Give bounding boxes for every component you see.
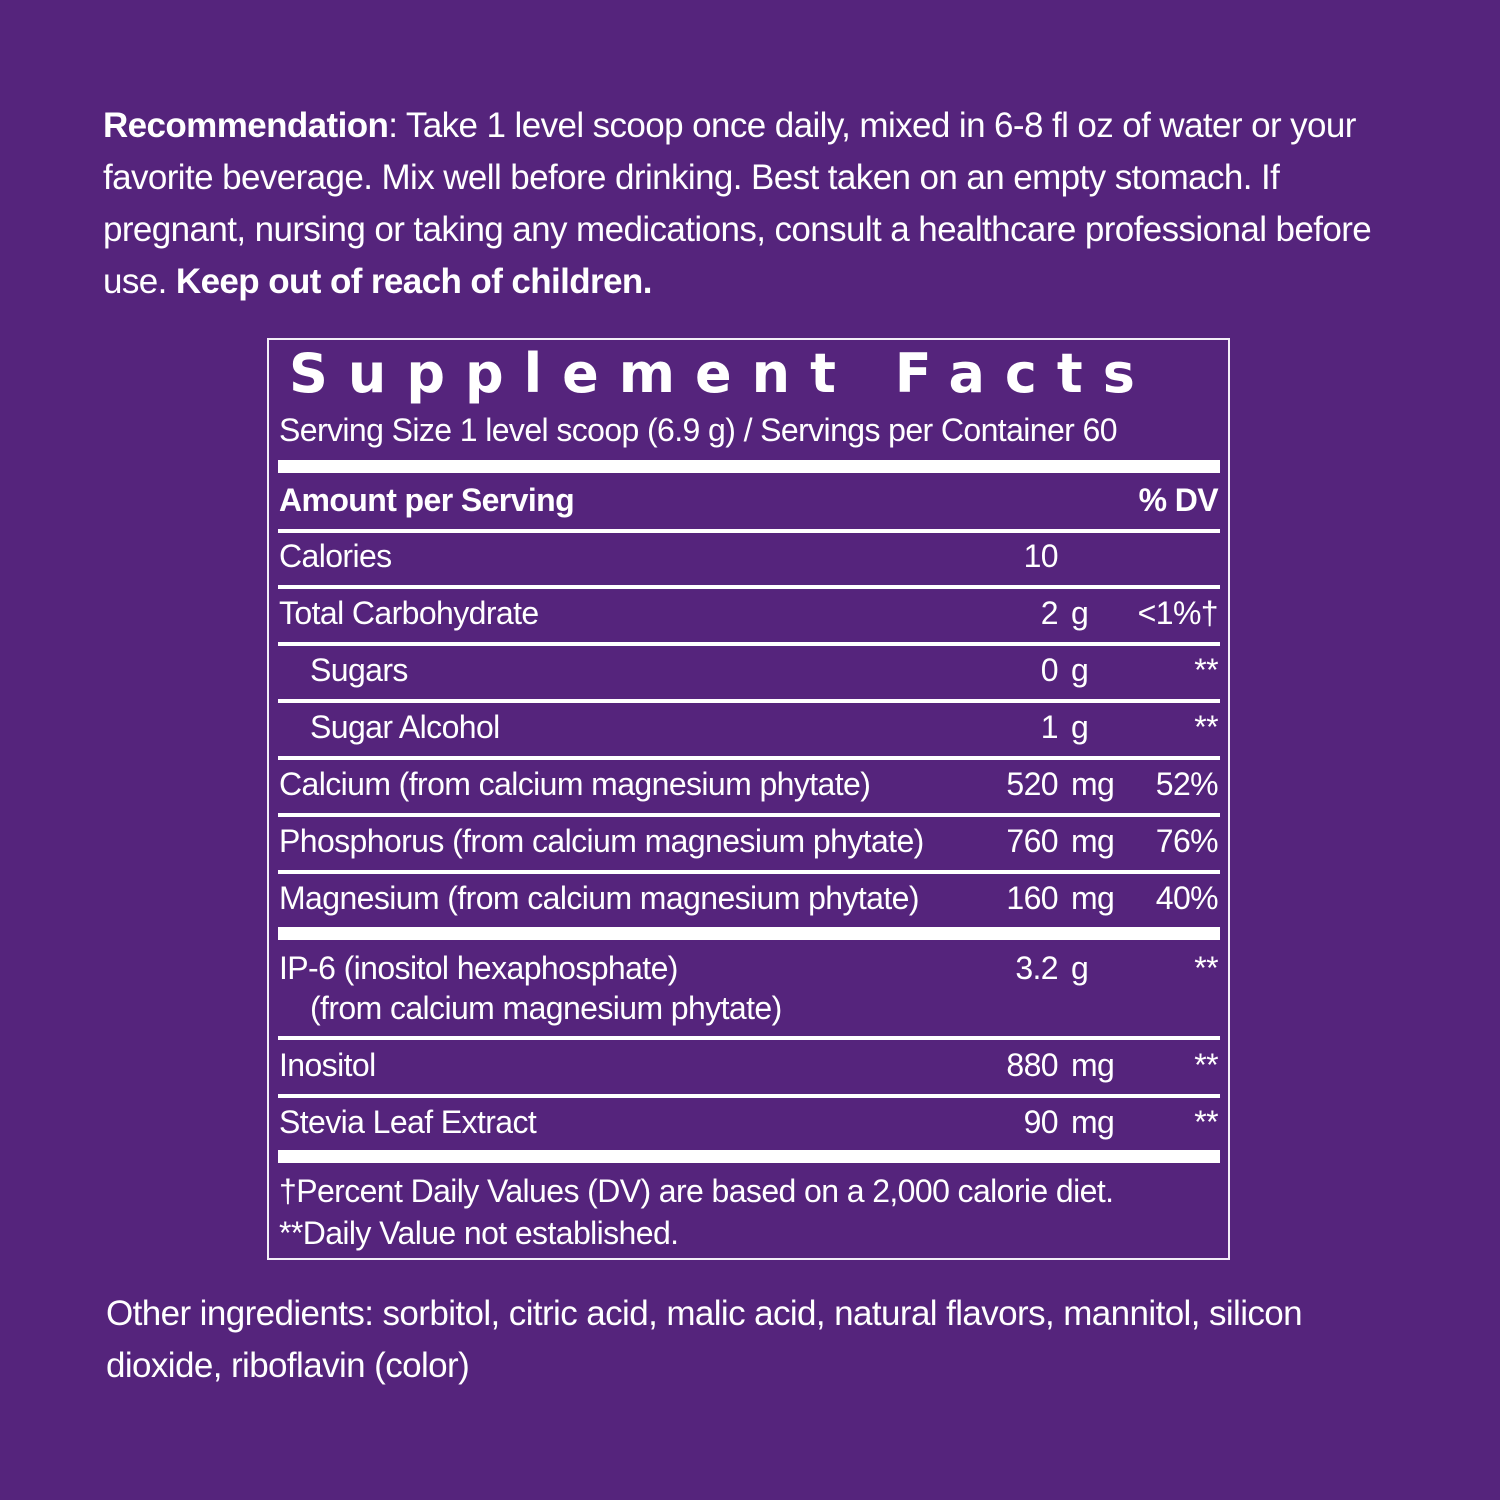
row-name: Stevia Leaf Extract [279,1104,537,1140]
panel-title: Supplement Facts [289,342,1155,405]
row-dv: 76% [1155,823,1219,859]
row-name-sub: (from calcium magnesium phytate) [310,990,782,1026]
recommendation-body: : Take 1 level scoop once daily, mixed i… [103,106,1372,301]
row-dv: <1%† [1137,595,1219,631]
row-dv: 52% [1155,766,1219,802]
header-dv: % DV [1138,482,1219,518]
row-dv: ** [1194,1047,1218,1083]
other-ingredients: Other ingredients: sorbitol, citric acid… [106,1294,1303,1385]
row-name: Calcium (from calcium magnesium phytate) [279,766,871,802]
row-name: Phosphorus (from calcium magnesium phyta… [279,823,924,859]
recommendation-text: Recommendation: Take 1 level scoop once … [103,100,1403,308]
footnote-not-established: **Daily Value not established. [279,1215,679,1251]
supplement-facts-panel: Supplement Facts Serving Size 1 level sc… [267,338,1230,1260]
row-unit: mg [1071,1104,1115,1140]
table-row: IP-6 (inositol hexaphosphate) (from calc… [279,950,1219,1040]
divider-thick [278,1150,1220,1163]
row-unit: g [1071,709,1089,745]
row-dv: ** [1194,950,1218,986]
row-amount: 760 [1006,823,1058,859]
footnote-dv: †Percent Daily Values (DV) are based on … [279,1173,1114,1209]
divider [278,585,1220,589]
row-name: Magnesium (from calcium magnesium phytat… [279,880,920,916]
serving-size: Serving Size 1 level scoop (6.9 g) / Ser… [279,412,1118,448]
row-unit: g [1071,595,1089,631]
row-unit: mg [1071,880,1115,916]
divider [278,1094,1220,1098]
row-dv: ** [1194,1104,1218,1140]
row-amount: 90 [1023,1104,1059,1140]
row-unit: g [1071,652,1089,688]
row-unit: mg [1071,1047,1115,1083]
recommendation-label: Recommendation [103,106,389,145]
header-amount: Amount per Serving [279,482,575,518]
divider [278,1036,1220,1040]
row-amount: 0 [1040,652,1059,688]
row-name: IP-6 (inositol hexaphosphate) [279,950,678,986]
row-dv: 40% [1155,880,1219,916]
row-dv: ** [1194,652,1218,688]
row-name: Sugar Alcohol [310,709,500,745]
row-name: Total Carbohydrate [279,595,539,631]
divider [278,756,1220,760]
warning-text: Keep out of reach of children. [175,262,653,301]
row-unit: mg [1071,823,1115,859]
row-amount: 2 [1040,595,1059,631]
divider [278,870,1220,874]
divider-thick [278,927,1220,940]
row-name: Calories [279,538,392,574]
row-amount: 160 [1006,880,1058,916]
row-amount: 1 [1040,709,1059,745]
row-amount: 880 [1006,1047,1058,1083]
divider [278,813,1220,817]
divider [278,699,1220,703]
row-unit: mg [1071,766,1115,802]
row-name: Sugars [310,652,408,688]
row-amount: 3.2 [1015,950,1058,986]
row-amount: 520 [1006,766,1058,802]
divider [278,529,1220,533]
row-unit: g [1071,950,1089,986]
divider [278,642,1220,646]
row-amount: 10 [1023,538,1059,574]
row-dv: ** [1194,709,1218,745]
divider-thick [278,460,1220,473]
row-name: Inositol [279,1047,376,1083]
footnotes: †Percent Daily Values (DV) are based on … [279,1170,1114,1254]
